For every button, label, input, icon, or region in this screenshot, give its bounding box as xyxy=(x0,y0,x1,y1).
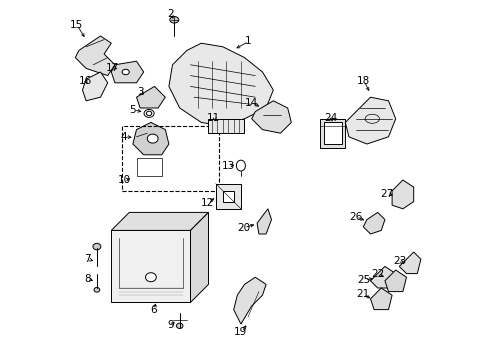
Text: 16: 16 xyxy=(78,76,91,86)
Polygon shape xyxy=(251,101,291,133)
Text: 9: 9 xyxy=(167,320,174,330)
Text: 21: 21 xyxy=(355,289,368,300)
Text: 18: 18 xyxy=(356,76,369,86)
Text: 1: 1 xyxy=(244,36,251,46)
Text: 27: 27 xyxy=(379,189,392,199)
Ellipse shape xyxy=(122,69,129,75)
Polygon shape xyxy=(345,97,395,144)
Polygon shape xyxy=(384,270,406,292)
Polygon shape xyxy=(75,36,115,76)
Ellipse shape xyxy=(169,17,179,23)
Text: 15: 15 xyxy=(70,20,83,30)
Text: 11: 11 xyxy=(207,113,220,123)
Polygon shape xyxy=(111,212,208,230)
Polygon shape xyxy=(257,209,271,234)
Text: 25: 25 xyxy=(357,275,370,285)
Ellipse shape xyxy=(145,273,156,282)
Text: 19: 19 xyxy=(234,327,247,337)
Text: 4: 4 xyxy=(121,132,127,142)
Text: 7: 7 xyxy=(84,254,91,264)
Ellipse shape xyxy=(147,134,158,143)
Bar xyxy=(208,119,244,133)
Text: 6: 6 xyxy=(150,305,157,315)
Text: 20: 20 xyxy=(236,222,249,233)
Polygon shape xyxy=(363,212,384,234)
Polygon shape xyxy=(111,230,190,302)
Polygon shape xyxy=(168,43,273,126)
Polygon shape xyxy=(233,277,265,324)
Polygon shape xyxy=(391,180,413,209)
Bar xyxy=(122,126,219,191)
Text: 8: 8 xyxy=(84,274,91,284)
Text: 17: 17 xyxy=(105,63,119,73)
Text: 10: 10 xyxy=(117,175,130,185)
Bar xyxy=(223,191,233,202)
Polygon shape xyxy=(82,72,107,101)
Text: 13: 13 xyxy=(221,161,234,171)
Bar xyxy=(136,158,162,176)
Text: 12: 12 xyxy=(201,198,214,208)
Bar xyxy=(323,122,341,144)
Text: 2: 2 xyxy=(167,9,174,19)
Polygon shape xyxy=(133,122,168,155)
Polygon shape xyxy=(370,266,395,288)
Text: 22: 22 xyxy=(370,269,384,279)
Ellipse shape xyxy=(94,287,100,292)
Ellipse shape xyxy=(176,323,183,328)
Polygon shape xyxy=(399,252,420,274)
Ellipse shape xyxy=(146,111,151,116)
Text: 5: 5 xyxy=(129,105,136,115)
Text: 23: 23 xyxy=(392,256,406,266)
Polygon shape xyxy=(111,61,143,83)
Polygon shape xyxy=(370,288,391,310)
Ellipse shape xyxy=(93,243,101,250)
Text: 14: 14 xyxy=(244,98,258,108)
Text: 26: 26 xyxy=(348,212,361,222)
Text: 3: 3 xyxy=(137,87,143,97)
Text: 24: 24 xyxy=(324,113,337,123)
Bar xyxy=(320,119,345,148)
Bar xyxy=(215,184,241,209)
Polygon shape xyxy=(136,86,165,108)
Polygon shape xyxy=(190,212,208,302)
